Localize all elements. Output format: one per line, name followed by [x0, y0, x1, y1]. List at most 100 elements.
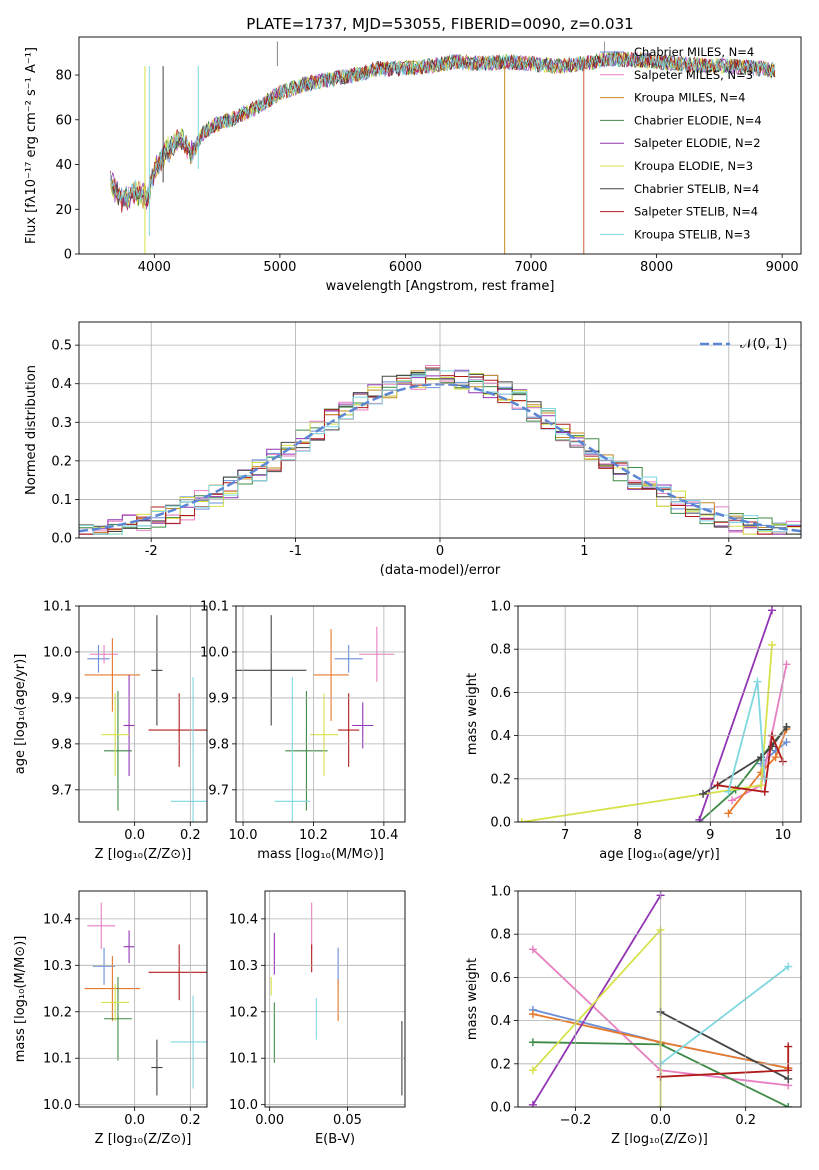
- y-tick-label: 0.4: [490, 729, 511, 744]
- weight-marker: [528, 1100, 537, 1107]
- axes-frame: [517, 890, 802, 1108]
- weight-marker: [767, 640, 776, 649]
- legend-label: Kroupa ELODIE, N=3: [634, 159, 753, 173]
- y-tick-label: 0.2: [490, 772, 511, 787]
- y-tick-label: 0: [64, 248, 72, 263]
- axes-frame: [78, 605, 208, 823]
- legend-label: Kroupa STELIB, N=3: [634, 227, 751, 241]
- plot-area: [84, 902, 207, 1096]
- plot-area: [236, 615, 395, 822]
- y-tick-label: 0.5: [51, 339, 72, 354]
- axes-frame: [78, 890, 208, 1108]
- y-tick-label: 0.6: [490, 686, 511, 701]
- y-tick-label: 10.1: [200, 600, 229, 615]
- weight-marker: [782, 738, 791, 747]
- x-tick-label: 2: [725, 544, 733, 559]
- x-tick-label: 7: [561, 828, 569, 843]
- y-tick-label: 1.0: [490, 885, 511, 900]
- y-tick-label: 0.8: [490, 643, 511, 658]
- legend-label: Salpeter MILES, N=3: [634, 68, 753, 82]
- y-tick-label: 10.3: [43, 959, 72, 974]
- y-tick-label: 1.0: [490, 600, 511, 615]
- weight-marker: [528, 1038, 537, 1047]
- y-tick-label: 0.6: [490, 971, 511, 986]
- y-tick-label: 9.8: [208, 737, 229, 752]
- weight-marker: [528, 945, 537, 954]
- weight-marker: [784, 1066, 793, 1075]
- y-tick-label: 10.1: [229, 1052, 258, 1067]
- y-tick-label: 9.9: [51, 691, 72, 706]
- weight-marker: [695, 815, 704, 822]
- weight-marker: [784, 962, 793, 971]
- x-axis-label: Z [log₁₀(Z/Z⊙)]: [95, 1132, 192, 1147]
- x-tick-label: 0.0: [124, 1113, 145, 1128]
- axes-frame: [78, 36, 802, 255]
- subplot-mass_vs_Z: 0.0 0.2 10.0 10.1 10.2 10.3 10.4 Z [log₁₀(Z/Z⊙)…: [13, 890, 208, 1147]
- weight-marker: [518, 818, 526, 822]
- x-tick-label: 0.0: [650, 1113, 671, 1128]
- subplot-spectrum: 4000 5000 6000 7000 8000 9000 0 20 40 60 80 wavelen…: [24, 36, 802, 294]
- legend-label: Chabrier MILES, N=4: [634, 45, 754, 59]
- axes-frame: [78, 321, 802, 539]
- weight-line: [660, 965, 789, 1065]
- x-axis-label: age [log₁₀(age/yr)]: [599, 847, 720, 862]
- axes-frame: [517, 605, 802, 823]
- x-axis-label: E(B-V): [315, 1132, 355, 1147]
- plot-area: [110, 41, 776, 254]
- y-tick-label: 10.2: [43, 1005, 72, 1020]
- x-tick-label: -2: [145, 544, 158, 559]
- y-tick-label: 10.1: [43, 600, 72, 615]
- weight-marker: [728, 796, 737, 805]
- x-tick-label: -1: [289, 544, 302, 559]
- x-tick-label: −0.2: [560, 1113, 592, 1128]
- x-tick-label: 0.2: [735, 1113, 756, 1128]
- y-tick-label: 40: [55, 158, 72, 173]
- y-axis-label: Normed distribution: [24, 365, 39, 495]
- y-axis-label: Flux [fλ10⁻¹⁷ erg cm⁻² s⁻¹ A⁻¹]: [24, 47, 39, 244]
- x-tick-label: 0.0: [124, 828, 145, 843]
- y-tick-label: 0.4: [490, 1014, 511, 1029]
- weight-marker: [724, 809, 733, 818]
- weight-marker: [782, 660, 791, 669]
- x-tick-label: 6000: [389, 260, 422, 275]
- weight-marker: [528, 1010, 537, 1019]
- x-tick-label: 9000: [766, 260, 799, 275]
- x-tick-label: 10.2: [299, 828, 328, 843]
- x-tick-label: 8000: [640, 260, 673, 275]
- legend-label: 𝒩(0, 1): [740, 337, 787, 352]
- plot-area: [270, 902, 403, 1096]
- y-tick-label: 0.8: [490, 928, 511, 943]
- weight-line: [727, 728, 788, 814]
- y-tick-label: 20: [55, 203, 72, 218]
- weight-marker: [784, 1074, 793, 1083]
- weight-marker: [767, 742, 776, 751]
- legend-label: Salpeter STELIB, N=4: [634, 205, 758, 219]
- x-axis-label: Z [log₁₀(Z/Z⊙)]: [95, 847, 192, 862]
- weight-marker: [782, 722, 791, 731]
- x-tick-label: 0.05: [333, 1113, 362, 1128]
- x-tick-label: 10.4: [369, 828, 398, 843]
- x-tick-label: 7000: [514, 260, 547, 275]
- axes-frame: [264, 890, 406, 1108]
- plot-layer: 4000 5000 6000 7000 8000 9000020406080wavelen…: [13, 36, 802, 1147]
- y-tick-label: 0.2: [51, 454, 72, 469]
- spectrum-line: [110, 50, 776, 213]
- spectrum-line: [110, 52, 776, 208]
- axes-frame: [235, 605, 406, 823]
- weight-marker: [767, 606, 776, 615]
- y-tick-label: 10.4: [229, 912, 258, 927]
- x-tick-label: 4000: [138, 260, 171, 275]
- legend-label: Chabrier STELIB, N=4: [634, 182, 759, 196]
- x-tick-label: 0.00: [255, 1113, 284, 1128]
- y-tick-label: 10.3: [229, 959, 258, 974]
- weight-line: [660, 1011, 789, 1080]
- legend: Chabrier MILES, N=4 Salpeter MILES, N=3 Kr…: [600, 45, 762, 241]
- y-axis-label: mass [log₁₀(M/M⊙)]: [13, 936, 28, 1063]
- legend-label: Chabrier ELODIE, N=4: [634, 113, 762, 127]
- weight-line: [731, 664, 788, 802]
- y-tick-label: 10.4: [43, 912, 72, 927]
- figure-title: PLATE=1737, MJD=53055, FIBERID=0090, z=0…: [246, 15, 633, 33]
- y-tick-label: 10.0: [43, 645, 72, 660]
- y-tick-label: 9.9: [208, 691, 229, 706]
- subplot-mass_vs_EBV: 0.00 0.05 10.0 10.1 10.2 10.3 10.4 E(B-V): [229, 890, 406, 1147]
